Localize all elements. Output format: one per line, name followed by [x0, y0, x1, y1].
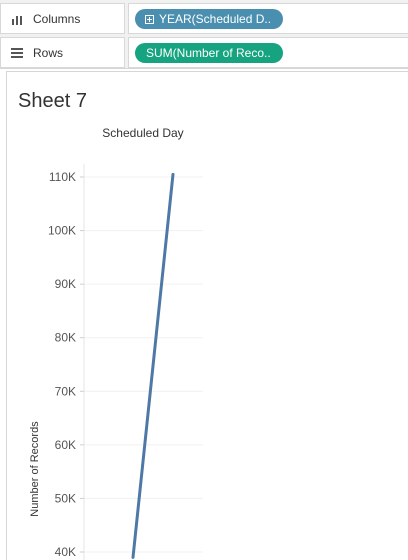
y-tick-label: 80K: [55, 331, 76, 345]
y-tick-label: 40K: [55, 545, 76, 559]
chart-header-title: Scheduled Day: [102, 126, 183, 140]
y-tick-label: 110K: [49, 170, 76, 184]
line-chart: Scheduled Day Number of Records 110K 100K…: [29, 126, 203, 560]
y-tick-label: 50K: [55, 491, 76, 505]
rows-shelf-label: Rows: [0, 37, 125, 68]
shelves-panel: Columns YEAR(Scheduled D.. Rows SUM(Numb…: [0, 0, 408, 69]
series-layer: [131, 172, 175, 559]
y-tick-label: 100K: [48, 224, 76, 238]
rows-label-text: Rows: [33, 45, 64, 60]
rows-pill-text: SUM(Number of Reco..: [146, 46, 271, 60]
columns-shelf-label: Columns: [0, 3, 125, 34]
columns-pill-text: YEAR(Scheduled D..: [159, 12, 272, 26]
sheet-title: Sheet 7: [18, 90, 87, 112]
y-tick-label: 90K: [55, 277, 76, 291]
rows-pill-sum-number-of-records[interactable]: SUM(Number of Reco..: [135, 43, 283, 63]
grid-layer: [83, 164, 203, 560]
rows-drop-area[interactable]: SUM(Number of Reco..: [128, 37, 408, 68]
columns-label-text: Columns: [33, 11, 81, 26]
columns-pill-year-scheduled-day[interactable]: YEAR(Scheduled D..: [135, 9, 283, 29]
columns-drop-area[interactable]: YEAR(Scheduled D..: [128, 3, 408, 34]
y-axis-ticks: 110K 100K 90K 80K 70K 60K 50K 40K: [48, 170, 84, 559]
series-line-0[interactable]: [131, 172, 175, 559]
y-tick-label: 70K: [55, 384, 76, 398]
rows-icon: [11, 47, 25, 59]
columns-icon: [11, 13, 25, 25]
y-axis-label: Number of Records: [29, 421, 41, 517]
y-tick-label: 60K: [55, 438, 76, 452]
expand-plus-icon[interactable]: [145, 14, 154, 24]
columns-shelf: Columns YEAR(Scheduled D..: [0, 3, 408, 34]
rows-shelf: Rows SUM(Number of Reco..: [0, 37, 408, 68]
sheet-view: Sheet 7 Scheduled Day Number of Records …: [6, 71, 408, 560]
